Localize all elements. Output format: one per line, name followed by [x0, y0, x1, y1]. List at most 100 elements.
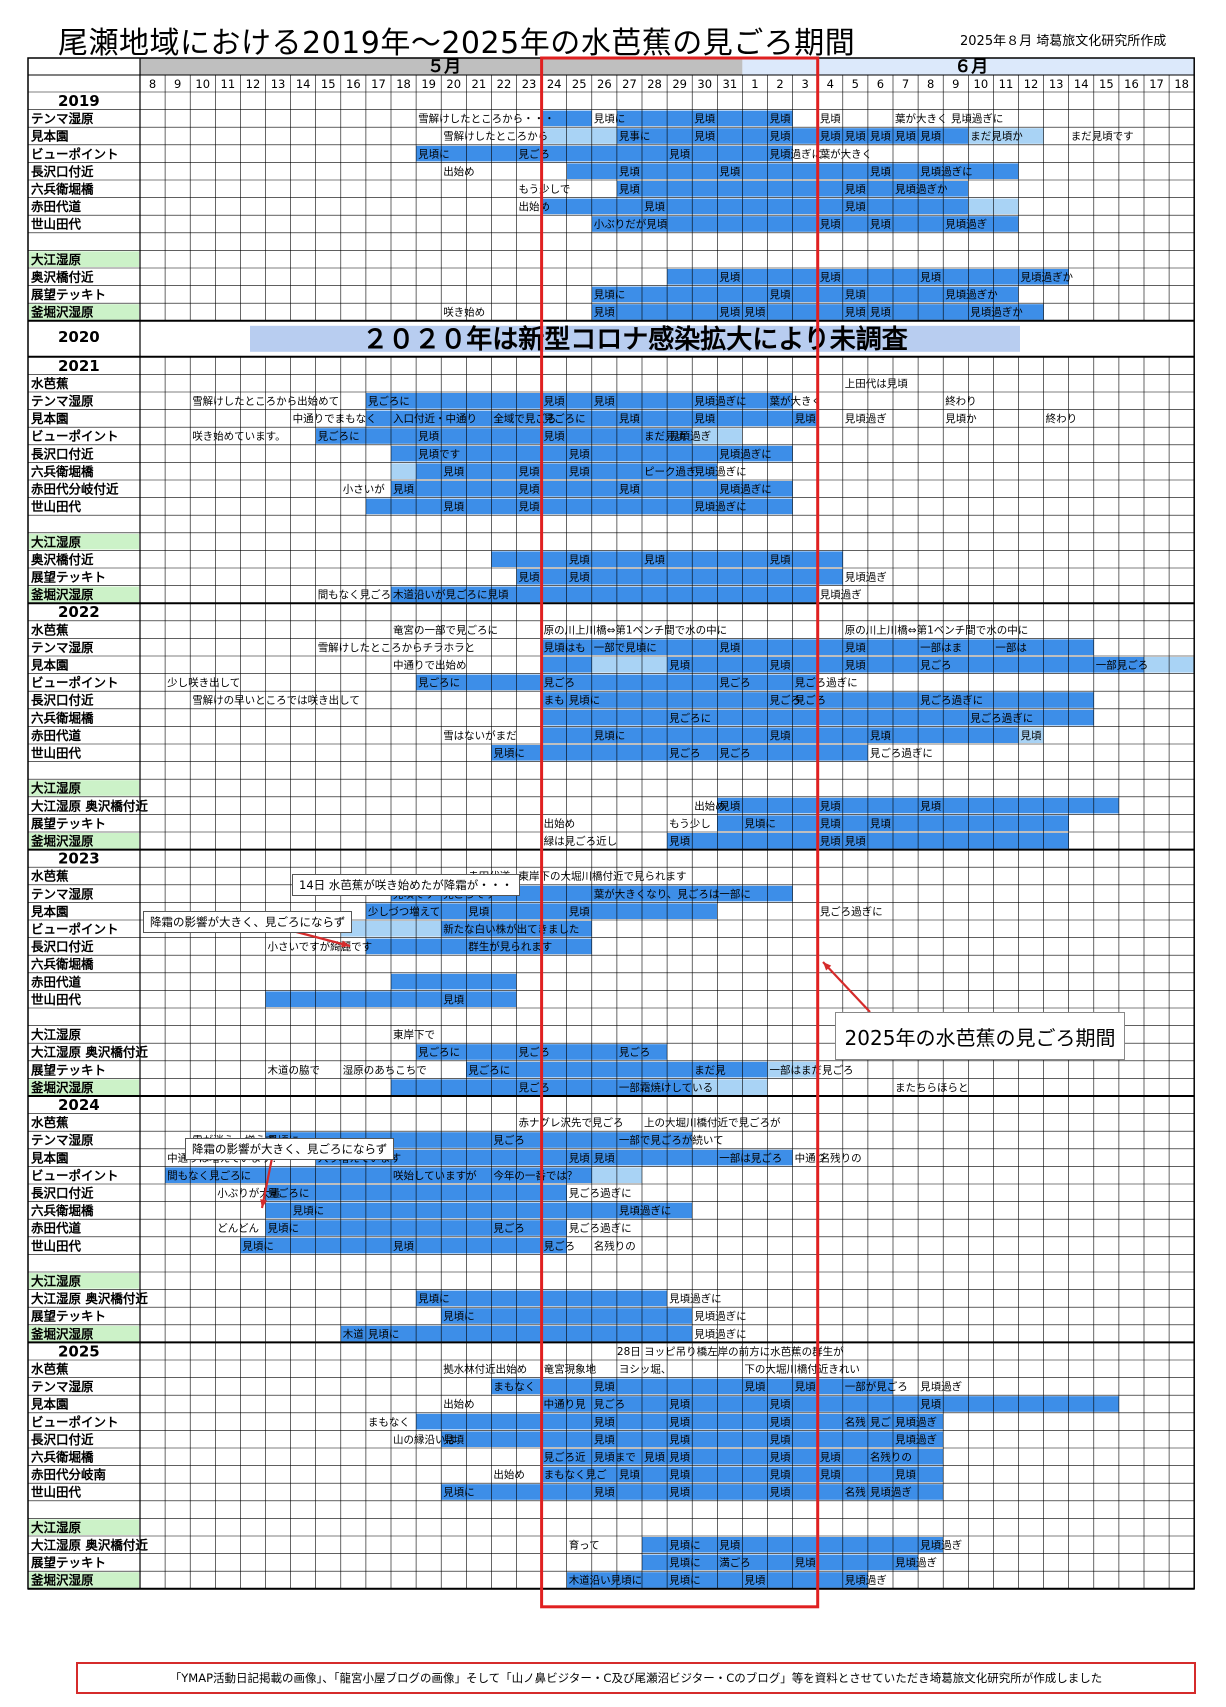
- site-name: 釜堀沢湿原: [30, 1573, 94, 1588]
- site-name: 大江湿原 奥沢橋付近: [31, 798, 148, 813]
- status-note: 葉が大きく: [820, 147, 873, 160]
- status-note: 見頃過ぎ: [845, 1574, 887, 1587]
- status-note: 終わり: [945, 395, 977, 408]
- status-note: 見ごろ過ぎに: [920, 694, 983, 707]
- callout-2023-frost-impact: 降霜の影響が大きく、見ごろにならず: [143, 911, 353, 933]
- bloom-bar: [541, 128, 617, 144]
- day-number: 9: [174, 77, 181, 91]
- status-note: 見ごろ: [519, 1046, 551, 1059]
- bloom-bar: [541, 1396, 1119, 1412]
- status-note: 木道沿い見頃に: [569, 1574, 643, 1587]
- status-note: 見頃過ぎ: [945, 218, 987, 231]
- status-note: 見頃か: [945, 413, 977, 425]
- day-number: 10: [195, 77, 210, 91]
- site-name: ビューポイント: [31, 675, 119, 690]
- site-name: 釜堀沢湿原: [30, 834, 94, 849]
- status-note: 見頃: [820, 272, 841, 284]
- status-note: 雪解けしたところから・・・: [418, 112, 554, 125]
- status-note: 見頃に: [493, 748, 525, 760]
- site-name: 水芭蕉: [31, 622, 69, 637]
- site-name: 大江湿原: [31, 1027, 82, 1042]
- bloom-bar: [1018, 727, 1044, 743]
- status-note: 見頃過ぎに: [770, 147, 823, 160]
- status-note: 見頃: [795, 413, 816, 425]
- callout-2024-frost-impact: 降霜の影響が大きく、見ごろにならず: [185, 1138, 395, 1160]
- site-name: 大江湿原 奥沢橋付近: [31, 1045, 148, 1060]
- bloom-bar: [491, 745, 868, 761]
- status-note: 見頃に: [569, 695, 601, 707]
- site-name: 長沢口付近: [31, 939, 94, 954]
- day-number: 12: [246, 77, 261, 91]
- status-note: 見ご: [870, 1415, 891, 1428]
- page-title: 尾瀬地域における2019年～2025年の水芭蕉の見ごろ期間: [58, 26, 856, 61]
- day-number: 16: [346, 77, 361, 91]
- status-note: 見頃: [594, 1487, 615, 1499]
- status-note: 見頃: [619, 166, 640, 178]
- status-note: 見頃: [443, 466, 464, 478]
- site-name: 大江湿原: [31, 252, 82, 267]
- status-note: 見ごろ: [669, 747, 701, 760]
- status-note: 緑は見ごろ近し: [544, 835, 618, 848]
- day-number: 17: [1149, 77, 1164, 91]
- status-note: 見頃: [669, 836, 690, 848]
- status-note: 出始め: [694, 799, 726, 812]
- site-name: 赤田代道: [31, 1221, 82, 1236]
- status-note: もう少し: [669, 818, 711, 830]
- status-note: 名残りの: [594, 1239, 636, 1252]
- site-name: テンマ湿原: [31, 640, 94, 655]
- status-note: 見頃: [594, 1416, 615, 1428]
- month-may-band: [140, 58, 743, 75]
- status-note: 見頃過ぎ: [895, 1556, 937, 1569]
- day-number: 4: [827, 77, 834, 91]
- status-note: 見頃: [719, 642, 740, 654]
- status-note: 東岸下の大堀川橋付近で見られます: [519, 870, 687, 883]
- site-name: テンマ湿原: [31, 1133, 94, 1148]
- status-note: 見頃過ぎ: [895, 1415, 937, 1428]
- status-note: 上の大堀川橋付近で見ごろが: [644, 1116, 781, 1129]
- status-note: 見頃: [719, 800, 740, 812]
- day-number: 13: [1049, 77, 1064, 91]
- site-name: 世山田代: [31, 499, 82, 514]
- status-note: 見頃過ぎに: [619, 1204, 672, 1217]
- status-note: 上田代は見頃: [845, 378, 908, 390]
- day-number: 8: [927, 77, 934, 91]
- status-note: 見頃に: [594, 730, 626, 742]
- status-note: 原の川上川橋⇔第1ベンチ間で水の中に: [544, 623, 727, 636]
- status-note: 見頃に: [443, 1311, 475, 1323]
- site-name: 水芭蕉: [31, 376, 69, 391]
- status-note: 見頃: [669, 1452, 690, 1464]
- status-note: 見頃: [569, 1152, 590, 1164]
- status-note: またちらほらと: [895, 1082, 969, 1094]
- status-note: 見頃: [443, 501, 464, 513]
- status-note: 見頃: [619, 413, 640, 425]
- status-note: 見ごろ過ぎに: [870, 747, 933, 760]
- status-note: まもなく見ご: [544, 1468, 607, 1481]
- status-note: 見頃: [669, 148, 690, 160]
- site-name: テンマ湿原: [31, 111, 94, 126]
- bloom-bar: [516, 569, 843, 585]
- status-note: 見頃: [845, 660, 866, 672]
- day-number: 29: [672, 77, 687, 91]
- status-note: 中通りで出始め: [393, 659, 467, 672]
- status-note: 見頃: [895, 131, 916, 143]
- site-name: 六兵衛堀橋: [31, 182, 94, 197]
- status-note: 赤ナグレ沢先で見ごろ: [519, 1116, 624, 1129]
- status-note: 見頃まで: [594, 1452, 636, 1464]
- status-note: 竜宮の一部で見ごろに: [393, 623, 498, 636]
- status-note: 葉が大きく: [770, 395, 823, 408]
- day-number: 28: [647, 77, 662, 91]
- year-label: 2021: [58, 357, 100, 375]
- status-note: 小ぶりだが見頃: [594, 218, 668, 231]
- status-note: 見頃に: [594, 289, 626, 301]
- status-note: まも: [544, 695, 565, 707]
- day-number: 30: [697, 77, 712, 91]
- bloom-bar: [541, 198, 617, 215]
- day-number: 22: [497, 77, 512, 91]
- status-note: 見頃: [795, 1557, 816, 1569]
- status-note: 小さいが: [343, 483, 385, 496]
- bloom-bar: [591, 657, 668, 673]
- status-note: 一部が見ごろ: [845, 1380, 908, 1393]
- year-label: 2019: [58, 92, 100, 110]
- status-note: 見頃: [770, 1416, 791, 1428]
- status-note: 群生が見られます: [468, 940, 552, 953]
